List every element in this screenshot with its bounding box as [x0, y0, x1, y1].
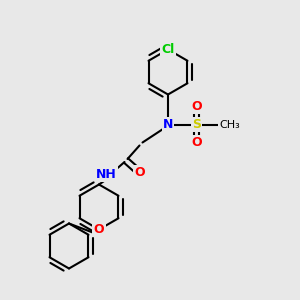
Text: S: S: [192, 118, 201, 131]
Text: O: O: [191, 100, 202, 113]
Text: N: N: [163, 118, 173, 131]
Text: Cl: Cl: [161, 43, 175, 56]
Text: NH: NH: [96, 167, 117, 181]
Text: O: O: [134, 166, 145, 179]
Text: O: O: [94, 223, 104, 236]
Text: CH₃: CH₃: [219, 119, 240, 130]
Text: O: O: [191, 136, 202, 149]
